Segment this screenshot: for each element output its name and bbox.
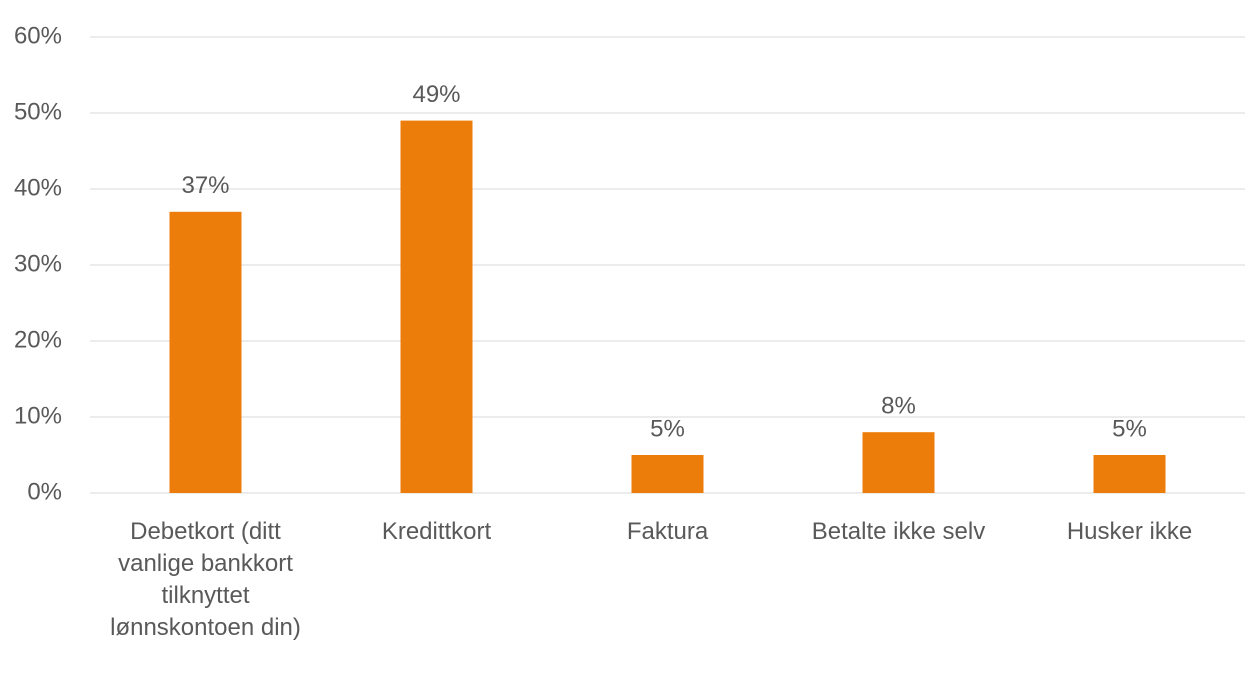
y-tick-label: 10%	[14, 402, 62, 429]
data-label: 37%	[181, 172, 229, 199]
x-tick-label: Faktura	[626, 518, 709, 545]
x-tick-label: Husker ikke	[1066, 518, 1193, 545]
bar	[169, 211, 242, 494]
data-label: 5%	[1112, 415, 1147, 442]
bar	[631, 455, 704, 493]
x-tick-label: Debetkort (ditt vanlige bankkort tilknyt…	[110, 518, 301, 641]
y-tick-label: 20%	[14, 326, 62, 353]
data-label: 8%	[881, 393, 916, 420]
bar	[1093, 455, 1166, 493]
data-label: 49%	[412, 81, 460, 108]
y-tick-label: 60%	[14, 22, 62, 49]
y-tick-label: 0%	[27, 478, 62, 505]
x-tick-label: Kredittkort	[381, 518, 492, 545]
y-tick-label: 50%	[14, 98, 62, 125]
y-tick-label: 30%	[14, 250, 62, 277]
bar	[862, 432, 935, 493]
x-tick-label: Betalte ikke selv	[811, 518, 986, 545]
data-label: 5%	[650, 415, 685, 442]
y-tick-label: 40%	[14, 174, 62, 201]
bar	[400, 120, 473, 493]
